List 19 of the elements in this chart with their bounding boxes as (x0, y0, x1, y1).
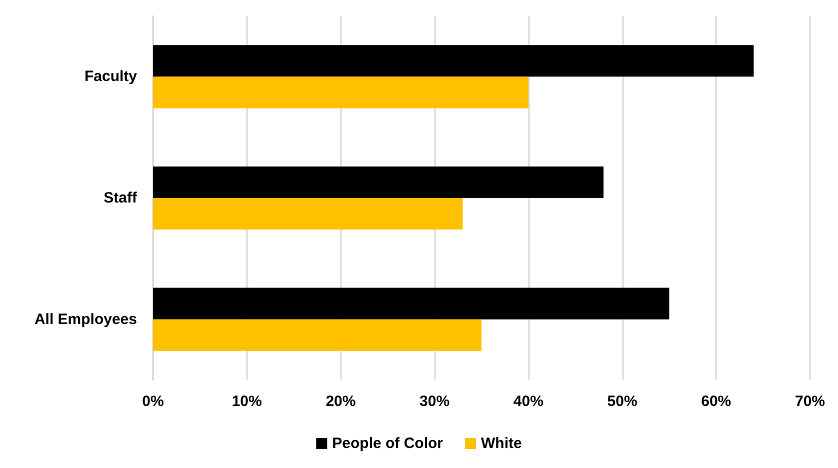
x-tick-label: 0% (142, 393, 164, 410)
y-tick-label: Staff (104, 190, 138, 206)
x-tick-label: 10% (232, 393, 262, 410)
x-tick-label: 60% (701, 393, 732, 410)
bar (153, 45, 754, 77)
x-tick-label: 50% (607, 393, 638, 410)
legend-label: People of Color (332, 435, 444, 452)
x-tick-label: 70% (794, 393, 826, 410)
x-tick-label: 20% (326, 393, 356, 410)
bar (153, 76, 528, 108)
bar (153, 319, 482, 351)
x-tick-label: 40% (513, 393, 544, 410)
y-tick-label: Faculty (84, 68, 138, 86)
bar (153, 198, 463, 230)
legend-label: White (481, 435, 522, 452)
y-tick-label: All Employees (34, 310, 137, 328)
bar (153, 166, 604, 198)
bar (153, 288, 670, 320)
x-tick-label: 30% (420, 393, 450, 410)
